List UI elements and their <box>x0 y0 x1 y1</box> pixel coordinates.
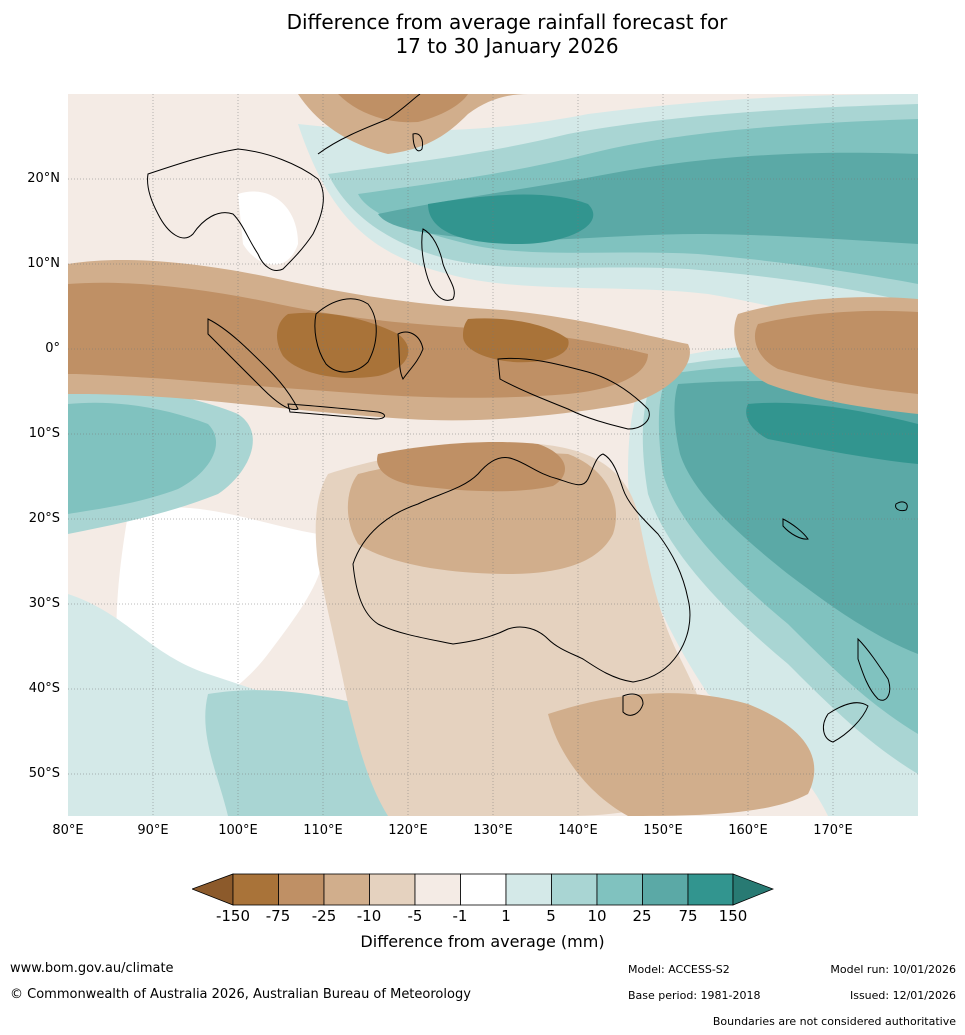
disclaimer-text: Boundaries are not considered authoritat… <box>712 1015 956 1028</box>
taiwan-coast <box>412 133 423 152</box>
colour-bar-swatch-11 <box>687 873 734 906</box>
dry-southeast-ocean <box>548 693 815 816</box>
wet-75-north <box>428 194 594 244</box>
chart-title: Difference from average rainfall forecas… <box>0 10 965 58</box>
legend-tick-10: 10 <box>587 907 607 925</box>
colour-bar-extend-dry <box>192 873 234 906</box>
colour-bar <box>192 873 774 906</box>
lat-label-20n: 20°N <box>27 171 60 186</box>
australia-coast <box>352 453 691 683</box>
legend-tick-minus-75: -75 <box>265 907 291 925</box>
colour-bar-swatch-6 <box>460 873 507 906</box>
legend-tick-5: 5 <box>546 907 556 925</box>
new-caledonia-coast <box>782 518 809 540</box>
java-coast <box>287 403 385 420</box>
dry-pacific-east-core <box>754 310 918 394</box>
colour-bar-swatch-5 <box>414 873 461 906</box>
dry-equator-east <box>463 318 569 363</box>
lon-label-80e: 80°E <box>52 823 84 838</box>
lat-label-10n: 10°N <box>27 256 60 271</box>
copyright-text: © Commonwealth of Australia 2026, Austra… <box>10 987 471 1002</box>
dry-north-west <box>298 94 528 154</box>
dry-australia-northwest <box>377 442 565 492</box>
colour-bar-swatch-3 <box>323 873 370 906</box>
lon-label-140e: 140°E <box>558 823 598 838</box>
lon-label-110e: 110°E <box>303 823 343 838</box>
issued-text: Issued: 12/01/2026 <box>849 989 956 1002</box>
legend-tick-25: 25 <box>632 907 652 925</box>
legend-tick-minus-5: -5 <box>407 907 423 925</box>
colour-bar-swatch-2 <box>278 873 325 906</box>
colour-bar-swatch-8 <box>551 873 598 906</box>
wet-75-east <box>746 402 918 464</box>
lat-label-20s: 20°S <box>28 511 60 526</box>
colour-bar-swatch-4 <box>369 873 416 906</box>
legend-tick-minus-25: -25 <box>311 907 337 925</box>
website-link[interactable]: www.bom.gov.au/climate <box>10 961 174 976</box>
lon-label-160e: 160°E <box>728 823 768 838</box>
lon-label-120e: 120°E <box>388 823 428 838</box>
lat-label-50s: 50°S <box>28 766 60 781</box>
lat-label-30s: 30°S <box>28 596 60 611</box>
lat-label-10s: 10°S <box>28 426 60 441</box>
colour-bar-swatch-10 <box>642 873 689 906</box>
model-text: Model: ACCESS-S2 <box>628 963 730 976</box>
base-period-text: Base period: 1981-2018 <box>628 989 761 1002</box>
lon-label-100e: 100°E <box>218 823 258 838</box>
legend-tick-minus-150: -150 <box>215 907 251 925</box>
colour-bar-swatch-9 <box>596 873 643 906</box>
lat-label-40s: 40°S <box>28 681 60 696</box>
indochina-coast <box>147 148 324 271</box>
new-guinea-coast <box>497 357 650 430</box>
china-coast <box>317 94 421 155</box>
philippines-coast <box>421 228 455 301</box>
legend-tick-minus-10: -10 <box>356 907 382 925</box>
colour-bar-swatch-1 <box>232 873 279 906</box>
wet-10-west <box>68 402 217 514</box>
coastlines <box>147 94 908 743</box>
model-run-text: Model run: 10/01/2026 <box>830 963 956 976</box>
rainfall-map <box>68 94 918 816</box>
legend-tick-1: 1 <box>501 907 511 925</box>
new-zealand-south <box>822 702 869 743</box>
dry-equator-center <box>276 312 409 378</box>
colour-bar-swatch-7 <box>505 873 552 906</box>
map-svg <box>68 94 918 816</box>
colour-bar-extend-wet <box>732 873 774 906</box>
lon-label-150e: 150°E <box>643 823 683 838</box>
fiji-coast <box>895 501 908 512</box>
sumatra-coast <box>207 318 299 411</box>
lon-label-170e: 170°E <box>813 823 853 838</box>
lon-label-90e: 90°E <box>137 823 169 838</box>
legend-tick-minus-1: -1 <box>452 907 468 925</box>
lon-label-130e: 130°E <box>473 823 513 838</box>
legend-title: Difference from average (mm) <box>360 932 605 951</box>
borneo-coast <box>314 298 377 373</box>
title-line-1: Difference from average rainfall forecas… <box>286 10 728 34</box>
title-line-2: 17 to 30 January 2026 <box>395 34 619 58</box>
graticule <box>68 94 918 816</box>
legend-tick-75: 75 <box>678 907 698 925</box>
lat-label-0: 0° <box>45 341 60 356</box>
legend-tick-150: 150 <box>718 907 748 925</box>
new-zealand-north <box>857 637 891 701</box>
sulawesi-coast <box>397 331 424 380</box>
tasmania-coast <box>622 693 644 716</box>
